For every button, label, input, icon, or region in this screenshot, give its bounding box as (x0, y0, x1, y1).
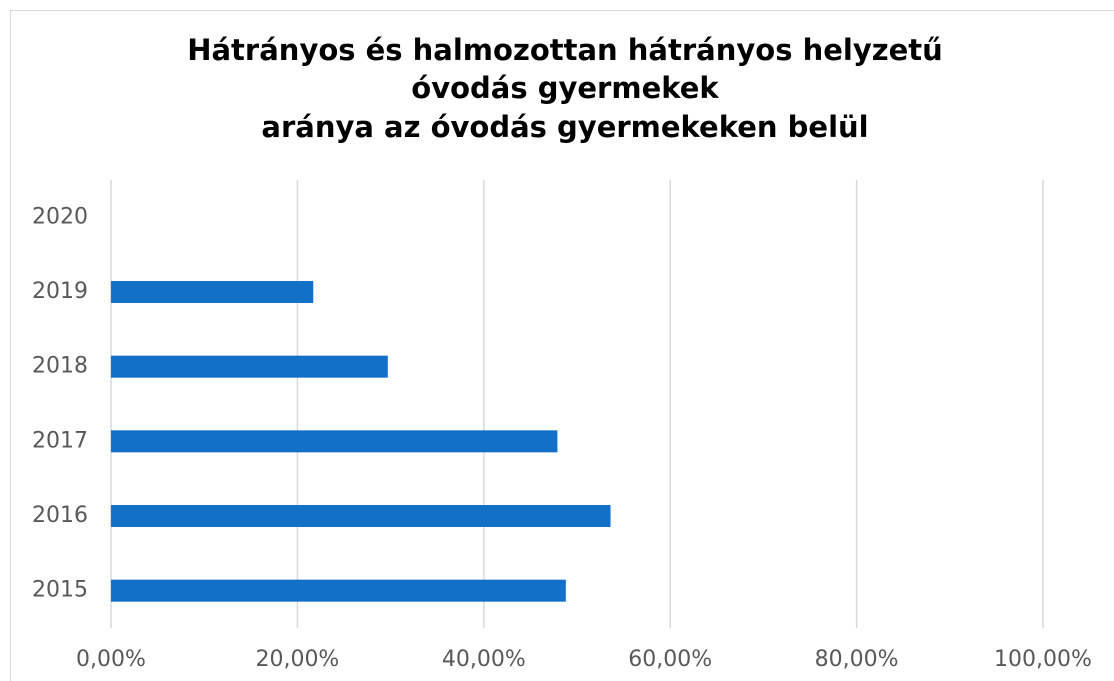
y-tick-label: 2015 (32, 578, 88, 603)
x-tick-label: 0,00% (76, 647, 146, 672)
y-tick-label: 2016 (32, 503, 88, 528)
bar (111, 505, 611, 527)
y-tick-label: 2019 (32, 279, 88, 304)
bar (111, 355, 388, 378)
x-tick-label: 40,00% (442, 647, 526, 672)
chart-title: aránya az óvodás gyermekeken belül (261, 110, 868, 144)
bar (111, 281, 314, 303)
x-tick-label: 100,00% (994, 647, 1092, 672)
y-tick-label: 2018 (32, 354, 88, 379)
chart-title: óvodás gyermekek (411, 71, 719, 105)
x-tick-label: 60,00% (628, 647, 712, 672)
chart-border (10, 10, 1114, 681)
bar (111, 430, 558, 453)
bar (111, 579, 566, 602)
x-tick-label: 20,00% (255, 647, 339, 672)
chart-title: Hátrányos és halmozottan hátrányos helyz… (187, 33, 943, 67)
y-tick-label: 2017 (32, 428, 88, 453)
x-tick-label: 80,00% (815, 647, 899, 672)
y-tick-label: 2020 (32, 204, 88, 229)
